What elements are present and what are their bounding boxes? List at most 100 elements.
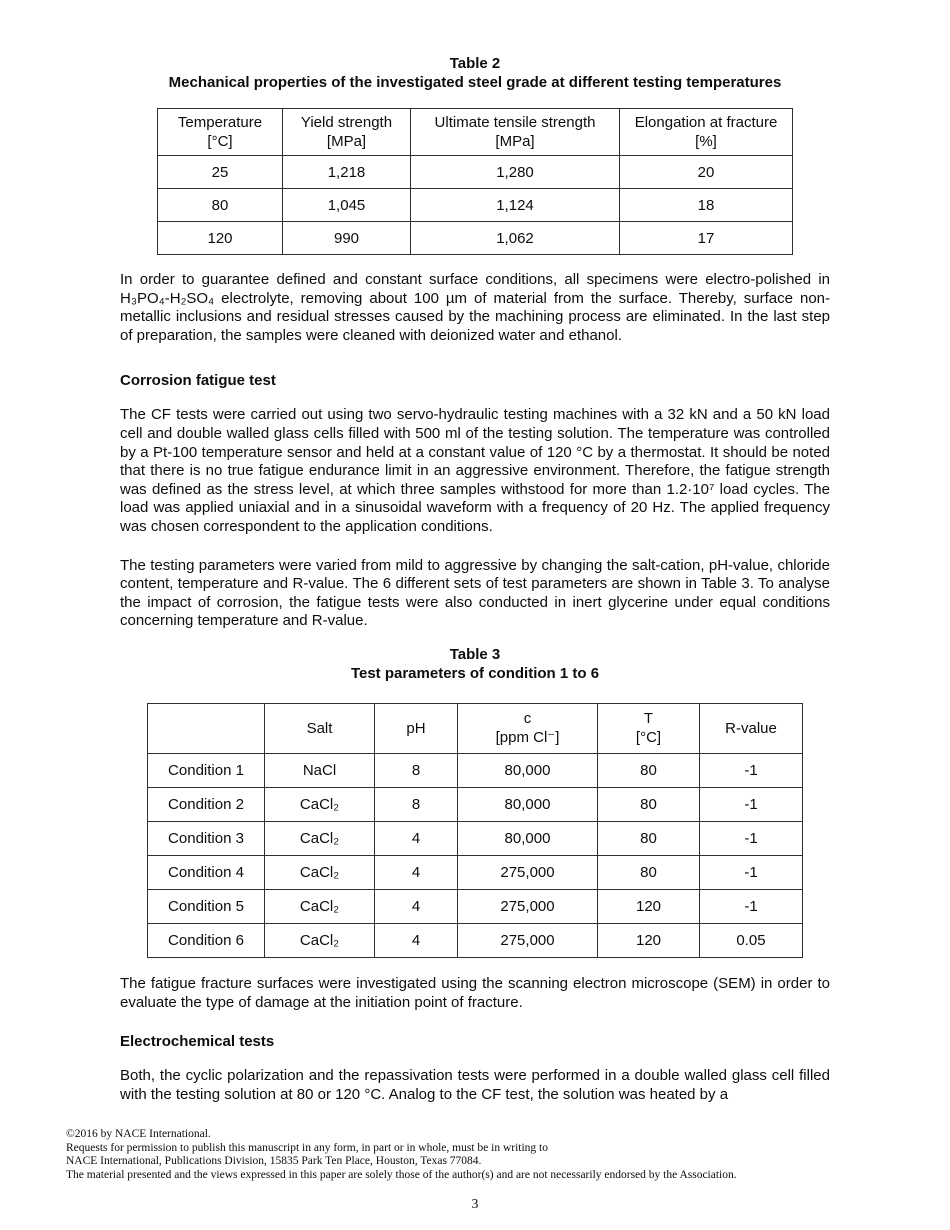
table-cell: 1,218 — [282, 155, 411, 189]
table-cell: 80,000 — [457, 820, 598, 856]
table3-header-blank — [147, 702, 265, 754]
copyright-footer: ©2016 by NACE International. Requests fo… — [66, 1128, 890, 1182]
footer-copyright-line: ©2016 by NACE International. — [66, 1128, 211, 1140]
table-cell: CaCl₂ — [264, 820, 375, 856]
table-cell: 80 — [597, 786, 700, 822]
table-cell: 4 — [374, 922, 458, 958]
table-cell: 18 — [619, 188, 793, 222]
table2-header-temperature: Temperature [°C] — [157, 108, 283, 156]
header-line: Temperature — [177, 114, 263, 131]
header-line: R-value — [725, 719, 777, 737]
table-cell: 25 — [157, 155, 283, 189]
table2-header-ultimate-tensile-strength: Ultimate tensile strength [MPa] — [410, 108, 620, 156]
table-cell: 8 — [374, 786, 458, 822]
page-number: 3 — [471, 1196, 479, 1211]
table3-header-chloride-concentration: c [ppm Cl⁻] — [457, 702, 598, 754]
table-row: Condition 6 CaCl₂ 4 275,000 120 0.05 — [147, 922, 803, 958]
header-line: [°C] — [207, 133, 233, 150]
table-cell: Condition 1 — [147, 752, 265, 788]
table-cell: 1,124 — [410, 188, 620, 222]
table-cell: CaCl₂ — [264, 922, 375, 958]
paragraph-surface-preparation: In order to guarantee defined and consta… — [120, 271, 830, 344]
table2-caption: Mechanical properties of the investigate… — [168, 74, 782, 91]
header-line: [ppm Cl⁻] — [495, 729, 560, 747]
table-cell: Condition 2 — [147, 786, 265, 822]
table3-header-salt: Salt — [264, 702, 375, 754]
footer-permission-line: Requests for permission to publish this … — [66, 1141, 548, 1154]
table-cell: Condition 6 — [147, 922, 265, 958]
header-line: Elongation at fracture — [634, 114, 778, 131]
table-cell: 120 — [157, 221, 283, 255]
footer-disclaimer-line: The material presented and the views exp… — [66, 1168, 737, 1181]
paragraph-fracture-surfaces: The fatigue fracture surfaces were inves… — [120, 974, 830, 1011]
table-cell: CaCl₂ — [264, 888, 375, 924]
table-cell: 120 — [597, 922, 700, 958]
header-line: [°C] — [635, 729, 662, 747]
table3-label: Table 3 — [449, 645, 501, 663]
paragraph-test-parameters: The testing parameters were varied from … — [120, 556, 830, 630]
table-cell: 20 — [619, 155, 793, 189]
header-line: Ultimate tensile strength — [434, 114, 596, 131]
table-mechanical-properties: Temperature [°C] Yield strength [MPa] Ul… — [157, 108, 793, 255]
table3-header-r-value: R-value — [699, 702, 803, 754]
header-line: c — [523, 710, 532, 728]
table-cell: 1,045 — [282, 188, 411, 222]
table-cell: 0.05 — [699, 922, 803, 958]
table-cell: 990 — [282, 221, 411, 255]
table-cell: Condition 5 — [147, 888, 265, 924]
table-cell: 120 — [597, 888, 700, 924]
table-cell: CaCl₂ — [264, 854, 375, 890]
heading-corrosion-fatigue-test: Corrosion fatigue test — [120, 372, 276, 390]
table-cell: Condition 4 — [147, 854, 265, 890]
header-line: Yield strength — [300, 114, 393, 131]
header-line: [%] — [695, 133, 717, 150]
table2-label: Table 2 — [449, 55, 501, 72]
table2-header-yield-strength: Yield strength [MPa] — [282, 108, 411, 156]
table-row: Condition 1 NaCl 8 80,000 80 -1 — [147, 752, 803, 788]
table3-caption-block: Table 3 Test parameters of condition 1 t… — [120, 645, 830, 683]
table-row: 80 1,045 1,124 18 — [157, 188, 793, 222]
table-cell: 8 — [374, 752, 458, 788]
table-cell: 80 — [597, 820, 700, 856]
header-line: Salt — [306, 719, 333, 737]
heading-electrochemical-tests: Electrochemical tests — [120, 1033, 275, 1051]
table-test-parameters: Salt pH c [ppm Cl⁻] T [°C] R-value — [147, 702, 803, 958]
table-cell: 80 — [597, 854, 700, 890]
header-line: T — [643, 710, 654, 728]
table3-caption: Test parameters of condition 1 to 6 — [350, 664, 600, 682]
table-cell: 4 — [374, 854, 458, 890]
table2-caption-block: Table 2 Mechanical properties of the inv… — [120, 54, 830, 92]
table-cell: -1 — [699, 888, 803, 924]
table-cell: 1,062 — [410, 221, 620, 255]
table-cell: NaCl — [264, 752, 375, 788]
header-line: [MPa] — [326, 133, 367, 150]
footer-address-line: NACE International, Publications Divisio… — [66, 1155, 482, 1167]
header-line: pH — [406, 719, 426, 737]
table-cell: 1,280 — [410, 155, 620, 189]
table-cell: 80 — [597, 752, 700, 788]
table-cell: Condition 3 — [147, 820, 265, 856]
table-row: Condition 3 CaCl₂ 4 80,000 80 -1 — [147, 820, 803, 856]
table-cell: -1 — [699, 786, 803, 822]
header-line: [MPa] — [495, 133, 535, 150]
table-row: 25 1,218 1,280 20 — [157, 155, 793, 189]
table-cell: -1 — [699, 752, 803, 788]
table-cell: 17 — [619, 221, 793, 255]
table-cell: 80,000 — [457, 786, 598, 822]
table-cell: 80,000 — [457, 752, 598, 788]
paragraph-electrochemical-setup: Both, the cyclic polarization and the re… — [120, 1067, 830, 1103]
table-row: 120 990 1,062 17 — [157, 221, 793, 255]
table2-header-row: Temperature [°C] Yield strength [MPa] Ul… — [157, 108, 793, 156]
table-cell: CaCl₂ — [264, 786, 375, 822]
table-cell: 4 — [374, 888, 458, 924]
table-cell: -1 — [699, 820, 803, 856]
table-cell: 275,000 — [457, 888, 598, 924]
table-cell: 80 — [157, 188, 283, 222]
table3-header-temperature: T [°C] — [597, 702, 700, 754]
table-row: Condition 5 CaCl₂ 4 275,000 120 -1 — [147, 888, 803, 924]
table-row: Condition 2 CaCl₂ 8 80,000 80 -1 — [147, 786, 803, 822]
table3-header-ph: pH — [374, 702, 458, 754]
table-row: Condition 4 CaCl₂ 4 275,000 80 -1 — [147, 854, 803, 890]
table2-header-elongation: Elongation at fracture [%] — [619, 108, 793, 156]
